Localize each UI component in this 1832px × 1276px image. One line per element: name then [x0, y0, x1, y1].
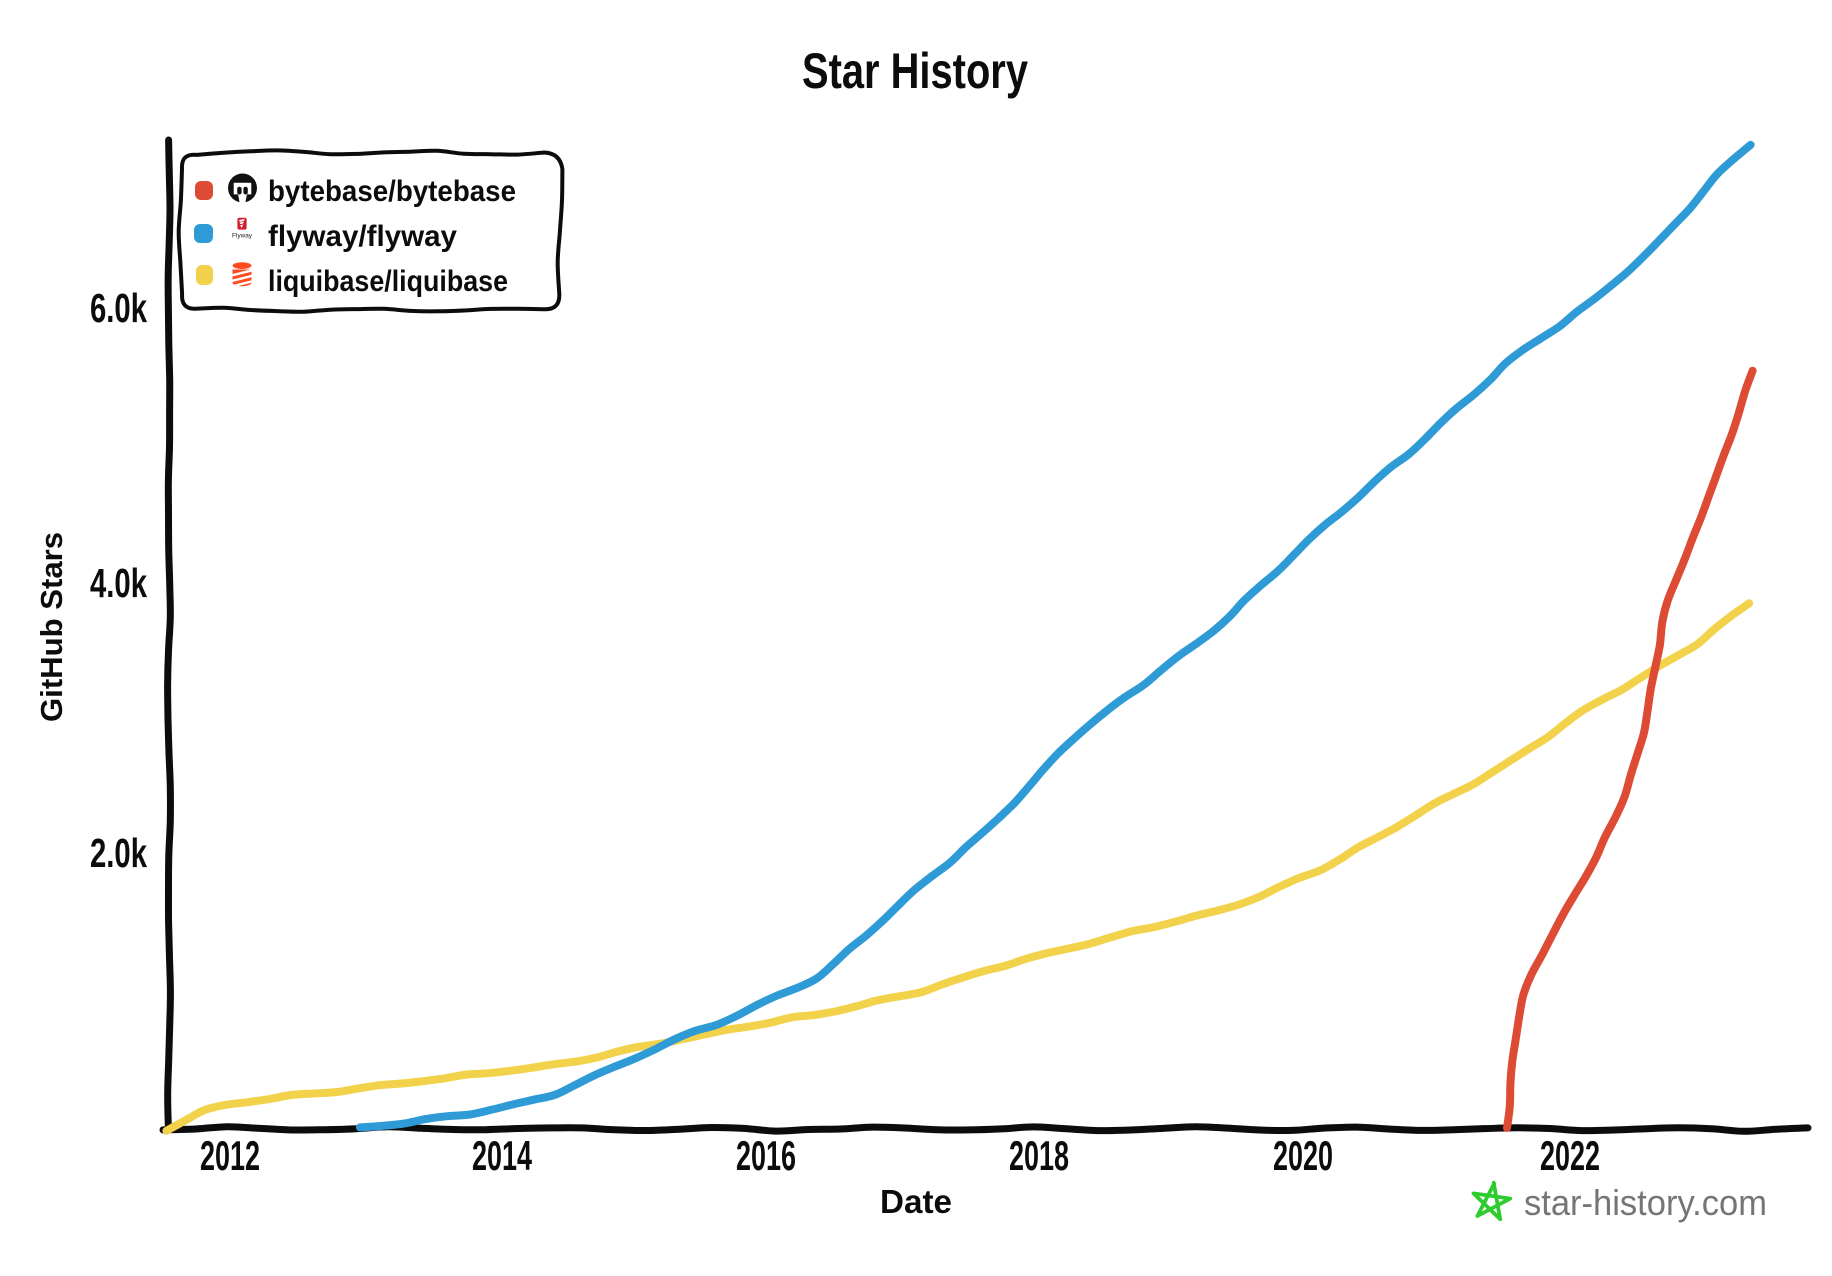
svg-text:Date: Date	[880, 1183, 952, 1220]
svg-text:2.0k: 2.0k	[90, 830, 147, 876]
svg-text:2014: 2014	[472, 1132, 532, 1179]
svg-text:Star History: Star History	[802, 43, 1028, 99]
svg-text:2022: 2022	[1540, 1132, 1600, 1179]
svg-text:2012: 2012	[200, 1132, 260, 1179]
svg-text:star-history.com: star-history.com	[1524, 1182, 1767, 1223]
svg-text:flyway/flyway: flyway/flyway	[268, 220, 457, 253]
svg-text:4.0k: 4.0k	[90, 560, 147, 606]
svg-text:bytebase/bytebase: bytebase/bytebase	[268, 175, 516, 208]
svg-text:2020: 2020	[1273, 1132, 1333, 1179]
svg-text:6.0k: 6.0k	[90, 285, 147, 331]
svg-text:GitHub Stars: GitHub Stars	[34, 532, 69, 722]
svg-text:2016: 2016	[736, 1132, 796, 1179]
svg-text:liquibase/liquibase: liquibase/liquibase	[268, 265, 508, 298]
svg-text:2018: 2018	[1009, 1132, 1069, 1179]
svg-text:Flyway: Flyway	[232, 233, 253, 240]
